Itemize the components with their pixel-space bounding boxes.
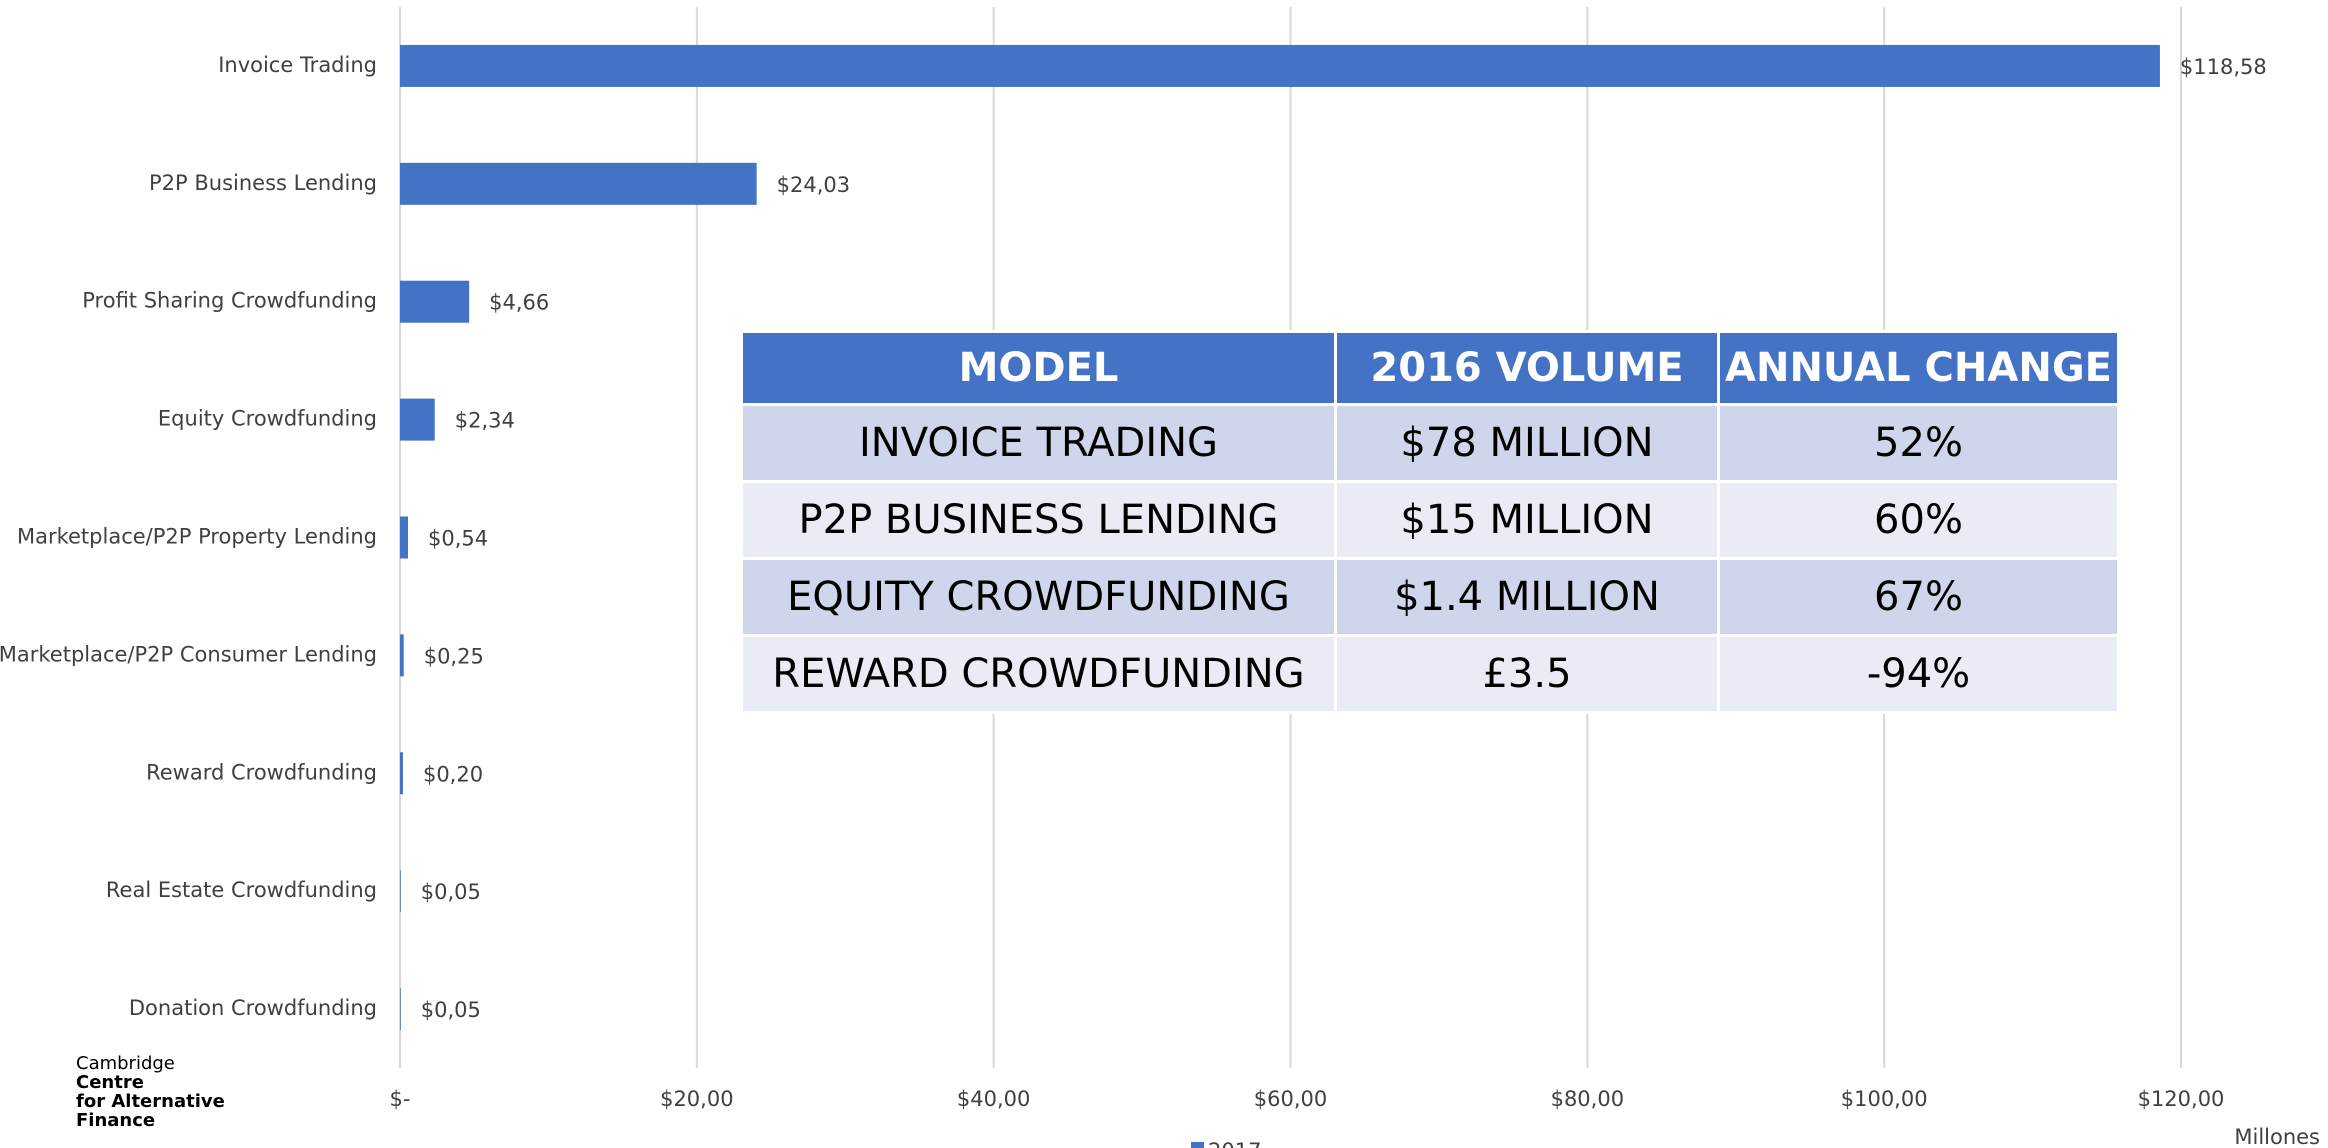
table-cell: $15 MILLION xyxy=(1334,480,1720,560)
logo-line: Cambridge xyxy=(76,1053,175,1074)
x-tick-label: $20,00 xyxy=(660,1087,733,1111)
table-cell: $78 MILLION xyxy=(1334,403,1720,483)
table-cell: 67% xyxy=(1717,557,2120,637)
table-cell: INVOICE TRADING xyxy=(740,403,1337,483)
bar xyxy=(400,516,409,559)
table-cell: $1.4 MILLION xyxy=(1334,557,1720,637)
x-tick-label: $120,00 xyxy=(2138,1087,2225,1111)
logo-line: Finance xyxy=(76,1110,156,1131)
value-label: $2,34 xyxy=(455,409,515,433)
logo: Cambridge Centre for Alternative Finance xyxy=(76,1054,225,1130)
value-label: $4,66 xyxy=(489,291,549,315)
x-tick-label: $60,00 xyxy=(1254,1087,1327,1111)
value-label: $0,20 xyxy=(423,762,483,786)
y-tick-label: Real Estate Crowdfunding xyxy=(106,878,377,902)
bar xyxy=(400,398,435,441)
bar xyxy=(400,870,401,913)
y-tick-label: Marketplace/P2P Property Lending xyxy=(17,525,377,549)
table-cell: £3.5 xyxy=(1334,634,1720,714)
y-tick-label: Equity Crowdfunding xyxy=(158,407,377,431)
value-label: $0,05 xyxy=(421,880,481,904)
table-cell: P2P BUSINESS LENDING xyxy=(740,480,1337,560)
y-tick-label: Reward Crowdfunding xyxy=(146,760,377,784)
table-row: P2P BUSINESS LENDING $15 MILLION 60% xyxy=(740,480,2120,560)
bar xyxy=(400,280,470,323)
bar xyxy=(400,988,401,1031)
table-cell: EQUITY CROWDFUNDING xyxy=(740,557,1337,637)
x-tick-label: $100,00 xyxy=(1841,1087,1928,1111)
legend-label: 2017 xyxy=(1208,1139,1261,1148)
value-label: $24,03 xyxy=(777,173,850,197)
table-row: REWARD CROWDFUNDING £3.5 -94% xyxy=(740,634,2120,714)
table-row: INVOICE TRADING $78 MILLION 52% xyxy=(740,403,2120,483)
y-tick-label: Invoice Trading xyxy=(218,53,377,77)
logo-line: for Alternative xyxy=(76,1091,225,1112)
x-tick-label: $- xyxy=(390,1087,411,1111)
y-tick-label: Donation Crowdfunding xyxy=(129,996,377,1020)
value-label: $118,58 xyxy=(2180,55,2267,79)
x-tick-label: $40,00 xyxy=(957,1087,1030,1111)
value-label: $0,54 xyxy=(428,527,488,551)
value-label: $0,05 xyxy=(421,998,481,1022)
table-row: MODEL 2016 VOLUME ANNUAL CHANGE xyxy=(740,330,2120,406)
bar xyxy=(400,752,403,795)
legend-swatch xyxy=(1191,1142,1204,1148)
y-tick-label: P2P Business Lending xyxy=(149,171,377,195)
table-cell: MODEL xyxy=(740,330,1337,406)
summary-table: MODEL 2016 VOLUME ANNUAL CHANGE INVOICE TRA… xyxy=(740,330,2120,714)
logo-line: Centre xyxy=(76,1072,144,1093)
bar xyxy=(400,634,404,677)
x-axis-label: Millones xyxy=(2234,1125,2320,1148)
y-tick-label: Profit Sharing Crowdfunding xyxy=(82,289,377,313)
table-cell: ANNUAL CHANGE xyxy=(1717,330,2120,406)
bar xyxy=(400,44,2160,87)
table-cell: 60% xyxy=(1717,480,2120,560)
value-label: $0,25 xyxy=(424,644,484,668)
bar xyxy=(400,162,757,205)
table-cell: -94% xyxy=(1717,634,2120,714)
table-cell: REWARD CROWDFUNDING xyxy=(740,634,1337,714)
table-cell: 52% xyxy=(1717,403,2120,483)
x-tick-label: $80,00 xyxy=(1551,1087,1624,1111)
y-tick-label: Marketplace/P2P Consumer Lending xyxy=(0,642,377,666)
table-row: EQUITY CROWDFUNDING $1.4 MILLION 67% xyxy=(740,557,2120,637)
table-cell: 2016 VOLUME xyxy=(1334,330,1720,406)
